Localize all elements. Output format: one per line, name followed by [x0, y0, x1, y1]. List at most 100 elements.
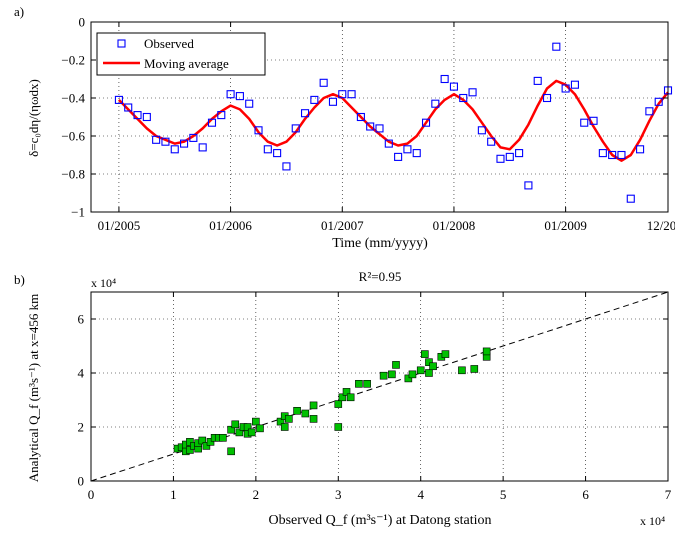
panel-b-xlabel: Observed Q_f (m³s⁻¹) at Datong station: [268, 513, 491, 528]
scatter-point: [243, 423, 252, 431]
panel-b-plot-frame: [90, 291, 669, 482]
scatter-point: [342, 388, 351, 396]
scatter-point: [441, 350, 450, 358]
observed-point: [254, 126, 263, 135]
observed-point: [189, 133, 198, 142]
observed-point: [421, 118, 431, 127]
legend-observed-marker: [117, 39, 126, 48]
scatter-point: [227, 447, 235, 456]
b-xtick-label: 7: [665, 487, 672, 502]
observed-point: [338, 90, 347, 99]
panel-b-y-multiplier: x 10⁴: [91, 276, 116, 290]
panel-b-label: b): [14, 272, 25, 287]
one-to-one-reference-line: [90, 291, 669, 482]
scatter-point: [186, 438, 194, 446]
panel-a-grid: [91, 22, 669, 212]
observed-point: [440, 74, 449, 84]
scatter-point: [301, 409, 310, 418]
scatter-point: [355, 379, 363, 388]
a-xtick-label: 01/2007: [321, 218, 364, 233]
observed-point: [366, 122, 375, 131]
scatter-point: [276, 417, 285, 426]
a-ytick-label: −0.4: [61, 91, 85, 106]
scatter-point: [425, 369, 433, 377]
b-xtick-label: 6: [582, 487, 589, 502]
panel-b-series: [173, 347, 491, 456]
observed-point: [319, 78, 328, 87]
scatter-point: [256, 424, 264, 433]
scatter-point: [416, 366, 425, 375]
scatter-point: [482, 347, 491, 356]
scatter-point: [379, 371, 388, 380]
observed-point: [356, 112, 365, 122]
b-ytick-label: 2: [78, 420, 85, 435]
scatter-point: [227, 425, 235, 434]
observed-point: [636, 145, 645, 154]
scatter-point: [363, 379, 371, 388]
observed-point: [170, 145, 179, 154]
observed-point: [142, 112, 151, 122]
panel-a-label: a): [14, 4, 24, 19]
scatter-point: [338, 393, 347, 402]
a-xtick-label: 12/2009: [647, 218, 675, 233]
observed-point: [273, 149, 282, 158]
panel-a-plot-frame: [90, 21, 669, 213]
scatter-point: [388, 370, 396, 379]
scatter-point: [309, 401, 318, 410]
a-ytick-label: −1: [71, 205, 85, 220]
observed-point: [347, 90, 356, 99]
scatter-point: [334, 400, 343, 408]
observed-point: [515, 149, 524, 158]
b-xtick-label: 5: [500, 487, 507, 502]
observed-point: [412, 149, 421, 158]
b-ytick-label: 4: [78, 366, 85, 381]
observed-point: [598, 149, 607, 158]
observed-point: [589, 116, 598, 125]
scatter-point: [219, 433, 227, 442]
observed-point: [310, 95, 319, 104]
observed-point: [114, 95, 123, 104]
observed-point: [161, 137, 170, 146]
observed-point: [459, 93, 468, 103]
a-xtick-label: 01/2009: [544, 218, 587, 233]
panel-b-scatter: b) R²=0.95 x 10⁴ x 10⁴ 0 1 2 3 4 5 6 7 0 2 4 6 Obse…: [14, 269, 672, 528]
panel-a-xlabel: Time (mm/yyyy): [332, 236, 428, 251]
b-ytick-label: 0: [78, 474, 85, 489]
scatter-point: [309, 415, 318, 423]
b-xtick-label: 3: [335, 487, 342, 502]
scatter-point: [186, 446, 194, 454]
observed-point: [291, 124, 300, 133]
scatter-point: [293, 406, 301, 415]
scatter-point: [425, 358, 433, 367]
observed-point: [431, 99, 440, 108]
panel-a-legend: Observed Moving average: [96, 32, 266, 76]
observed-point: [300, 109, 310, 118]
observed-point: [608, 150, 617, 160]
a-ytick-label: −0.8: [61, 167, 85, 182]
legend-moving-average-label: Moving average: [144, 56, 229, 71]
observed-point: [198, 143, 207, 152]
observed-point: [207, 118, 217, 127]
observed-point: [328, 97, 338, 106]
a-xtick-label: 01/2006: [209, 218, 252, 233]
scatter-point: [404, 374, 413, 383]
panel-a-series: [114, 42, 673, 203]
scatter-point: [392, 361, 400, 369]
observed-point: [477, 126, 486, 135]
observed-point: [235, 92, 244, 101]
scatter-point: [285, 415, 293, 423]
observed-point: [533, 76, 542, 85]
observed-point: [394, 152, 403, 161]
a-xtick-label: 01/2005: [98, 218, 141, 233]
b-xtick-label: 4: [417, 487, 424, 502]
b-xtick-label: 1: [170, 487, 177, 502]
panel-a-timeseries: a) 01/2005 01/2006 01/2007 01/2008 01/2009 12…: [14, 4, 675, 251]
observed-point: [468, 88, 477, 97]
observed-point: [403, 145, 412, 154]
panel-b-title: R²=0.95: [359, 269, 402, 284]
observed-point: [561, 84, 570, 93]
scatter-point: [458, 366, 466, 375]
scatter-point: [252, 417, 260, 426]
a-xtick-label: 01/2008: [433, 218, 476, 233]
observed-point: [580, 118, 589, 127]
